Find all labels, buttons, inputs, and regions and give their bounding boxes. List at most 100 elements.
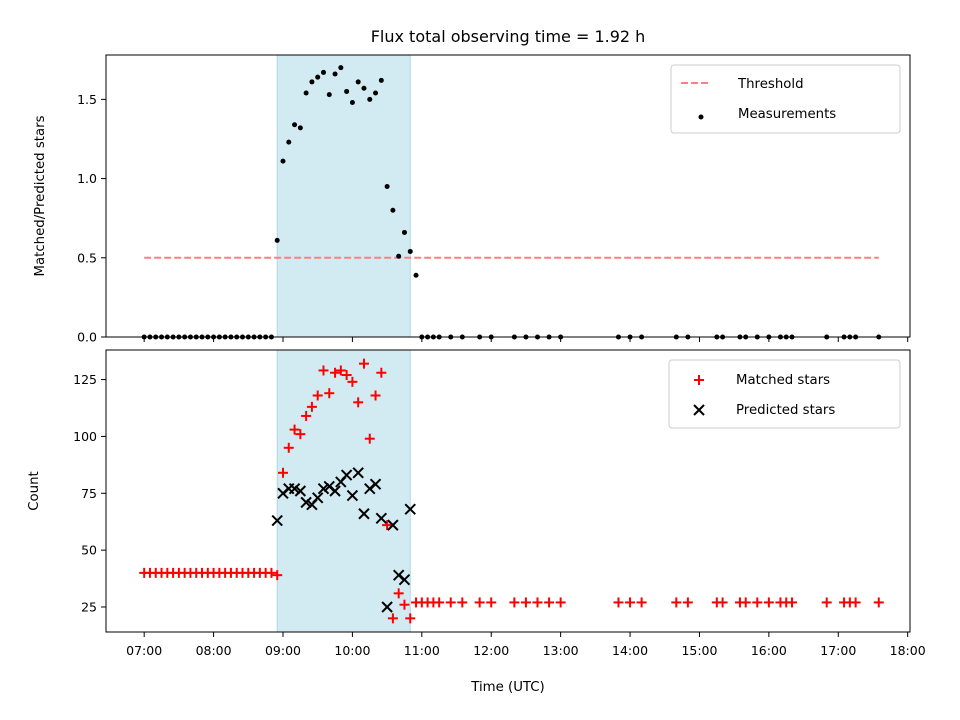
matched-star-point — [636, 597, 647, 608]
x-tick-label: 15:00 — [681, 643, 717, 658]
matched-star-point — [393, 588, 404, 599]
x-tick-label: 10:00 — [334, 643, 370, 658]
matched-star-point — [289, 424, 300, 435]
measurement-point — [286, 139, 292, 145]
matched-star-point — [399, 599, 410, 610]
top-y-ticks: 0.0 0.5 1.0 1.5 — [77, 92, 106, 345]
cross-stroke-b — [358, 508, 370, 520]
matched-star-point — [740, 597, 751, 608]
matched-star-point — [330, 367, 341, 378]
predicted-star-point — [329, 485, 341, 497]
matched-star-point — [306, 401, 317, 412]
cross-stroke-b — [392, 569, 405, 581]
cross-stroke-b — [375, 512, 388, 524]
y-tick-label: 50 — [81, 543, 97, 558]
cross-stroke-b — [294, 485, 307, 497]
x-tick-label: 12:00 — [473, 643, 509, 658]
observing-window-top — [276, 54, 411, 338]
measurement-point — [292, 122, 298, 128]
matched-star-point — [509, 597, 520, 608]
legend-plus-marker — [694, 375, 704, 385]
cross-stroke-b — [300, 496, 312, 509]
matched-star-point — [717, 597, 728, 608]
legend-matched-swatch — [694, 375, 704, 385]
y-tick-label: 125 — [73, 372, 97, 387]
measurement-point — [367, 96, 373, 102]
matched-star-point — [625, 597, 636, 608]
matched-star-point — [387, 613, 398, 624]
cross-stroke-b — [271, 514, 283, 527]
x-tick-label: 18:00 — [890, 643, 926, 658]
predicted-stars-points — [271, 467, 416, 613]
y-tick-label: 1.5 — [77, 92, 97, 107]
x-axis-label: Time (UTC) — [470, 680, 545, 695]
measurement-point — [274, 237, 280, 243]
bottom-legend: Matched stars Predicted stars — [668, 359, 901, 429]
matched-star-point — [341, 370, 352, 381]
cross-stroke-b — [398, 573, 411, 586]
x-tick-label: 14:00 — [612, 643, 648, 658]
top-y-axis-label: Matched/Predicted stars — [33, 115, 48, 276]
predicted-star-point — [358, 508, 370, 520]
matched-star-point — [318, 365, 329, 376]
measurement-point — [355, 79, 361, 85]
matched-star-point — [821, 597, 832, 608]
chart-title: Flux total observing time = 1.92 h — [371, 27, 646, 46]
matched-star-point — [358, 358, 369, 369]
matched-star-point — [364, 433, 375, 444]
matched-star-point — [752, 597, 763, 608]
cross-stroke-b — [404, 503, 416, 515]
matched-star-point — [295, 429, 306, 440]
bottom-axes-frame — [105, 349, 911, 633]
predicted-star-point — [340, 469, 353, 481]
measurement-point — [332, 71, 338, 77]
measurement-point — [361, 85, 367, 91]
measurement-point — [390, 207, 396, 213]
measurement-point — [326, 92, 332, 98]
top-axes-frame — [105, 54, 911, 338]
predicted-star-point — [387, 519, 399, 531]
matched-star-point — [347, 376, 358, 387]
predicted-star-point — [271, 514, 283, 527]
legend-measurements-swatch — [698, 114, 704, 120]
legend-matched-label: Matched stars — [736, 373, 830, 388]
cross-stroke-b — [387, 519, 399, 531]
measurement-point — [303, 90, 309, 96]
matched-star-point — [370, 390, 381, 401]
matched-star-point — [682, 597, 693, 608]
matched-star-point — [434, 597, 445, 608]
matched-star-point — [613, 597, 624, 608]
predicted-star-point — [369, 478, 382, 490]
matched-star-point — [486, 597, 497, 608]
predicted-star-point — [381, 601, 393, 613]
bottom-y-axis-label: Count — [27, 471, 42, 511]
matched-star-point — [532, 597, 543, 608]
predicted-star-point — [346, 489, 359, 502]
bottom-legend-box — [668, 359, 901, 429]
predicted-star-point — [404, 503, 416, 515]
matched-star-point — [277, 467, 288, 478]
predicted-star-point — [352, 467, 364, 479]
legend-measurements-label: Measurements — [738, 107, 836, 122]
cross-stroke-b — [693, 404, 705, 416]
measurement-point — [338, 65, 344, 71]
y-tick-label: 1.0 — [77, 171, 97, 186]
matched-star-point — [555, 597, 566, 608]
matched-star-point — [283, 442, 294, 453]
legend-predicted-label: Predicted stars — [736, 403, 835, 418]
x-tick-label: 07:00 — [126, 643, 162, 658]
measurement-point — [297, 125, 303, 131]
cross-stroke-b — [369, 478, 382, 490]
measurement-point — [315, 74, 321, 80]
measurement-point — [378, 77, 384, 83]
measurement-point — [384, 183, 390, 189]
y-tick-label: 25 — [81, 599, 97, 614]
matched-stars-points — [139, 358, 884, 624]
top-legend: Threshold Measurements — [670, 64, 901, 134]
matched-star-point — [382, 520, 393, 531]
matched-star-point — [671, 597, 682, 608]
matched-star-point — [266, 567, 277, 578]
cross-stroke-b — [329, 485, 341, 497]
x-tick-label: 13:00 — [543, 643, 579, 658]
